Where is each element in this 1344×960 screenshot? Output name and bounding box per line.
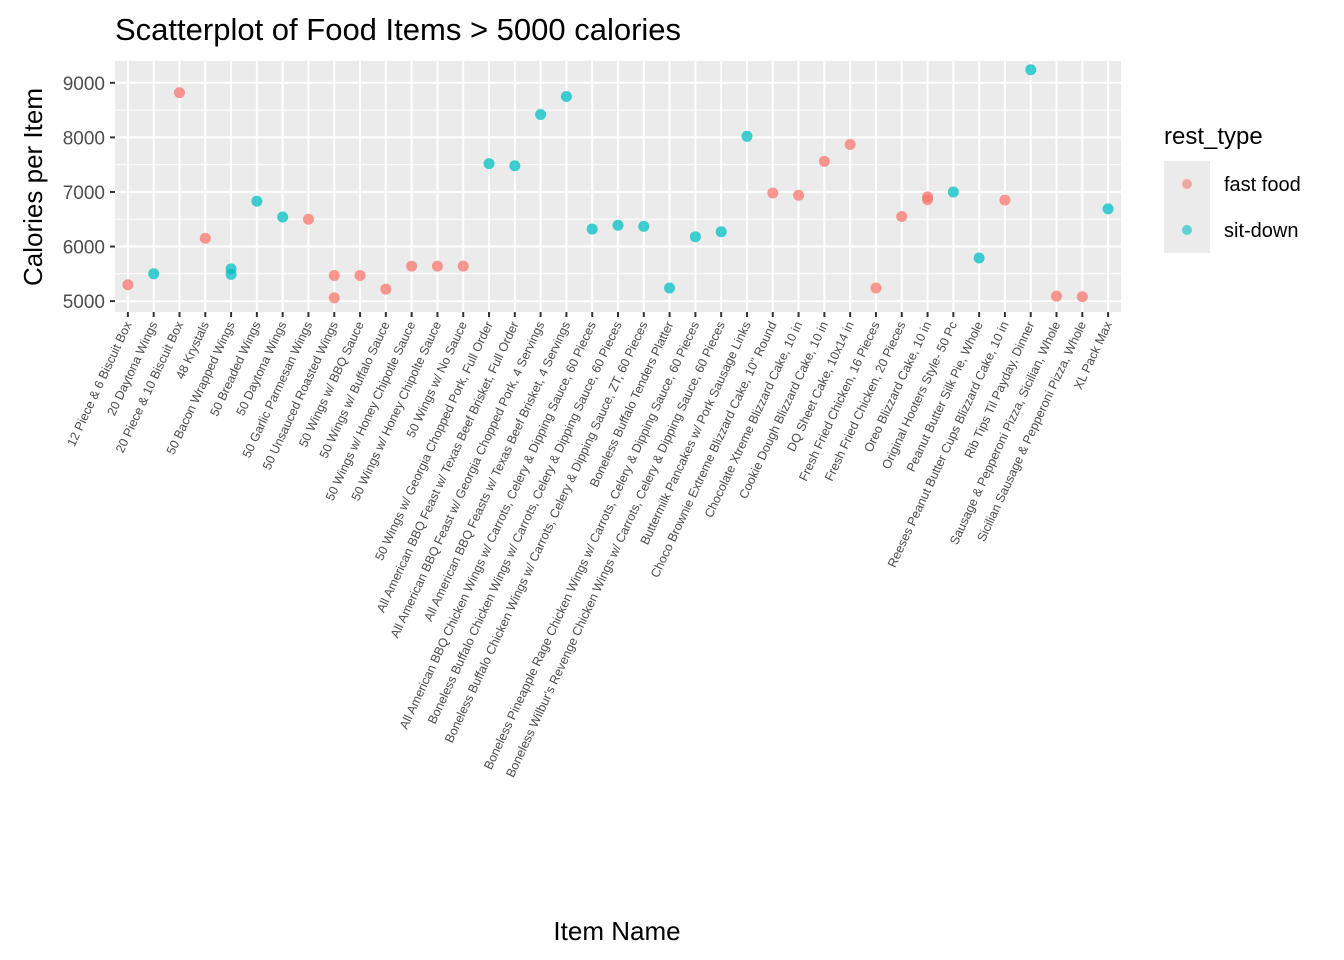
- data-point: [612, 219, 624, 231]
- data-point: [1102, 203, 1114, 215]
- y-tick-label: 5000: [63, 292, 105, 313]
- data-point: [509, 160, 521, 172]
- data-point: [560, 90, 572, 102]
- data-point: [199, 232, 211, 244]
- chart-title: Scatterplot of Food Items > 5000 calorie…: [115, 12, 681, 47]
- data-point: [225, 268, 237, 280]
- data-point: [277, 211, 289, 223]
- data-point: [999, 194, 1011, 206]
- data-point: [767, 187, 779, 199]
- y-tick-label: 8000: [63, 128, 105, 149]
- data-point: [818, 155, 830, 167]
- data-point: [328, 269, 340, 281]
- y-axis: 5000 6000 7000 8000 9000: [63, 74, 115, 313]
- data-point: [1076, 291, 1088, 303]
- legend: rest_type fast food sit-down: [1164, 123, 1301, 253]
- y-tick-label: 9000: [63, 74, 105, 95]
- data-point: [793, 189, 805, 201]
- data-point: [483, 158, 495, 170]
- data-point: [973, 252, 985, 264]
- data-point: [638, 220, 650, 232]
- data-point: [896, 211, 908, 223]
- data-point: [844, 138, 856, 150]
- data-point: [380, 283, 392, 295]
- data-point: [354, 269, 366, 281]
- data-point: [328, 292, 340, 304]
- legend-label-fast-food: fast food: [1224, 174, 1301, 196]
- data-point: [302, 213, 314, 225]
- legend-label-sit-down: sit-down: [1224, 220, 1298, 242]
- data-point: [586, 223, 598, 235]
- data-point: [715, 226, 727, 238]
- data-point: [431, 260, 443, 272]
- data-point: [922, 194, 934, 206]
- data-point: [741, 130, 753, 142]
- data-point: [1025, 64, 1037, 76]
- y-tick-label: 6000: [63, 238, 105, 259]
- data-point: [689, 231, 701, 243]
- legend-title: rest_type: [1164, 123, 1263, 150]
- data-point: [457, 260, 469, 272]
- data-point: [947, 186, 959, 198]
- data-point: [148, 268, 160, 280]
- data-points: [122, 64, 1114, 304]
- data-point: [664, 282, 676, 294]
- legend-key-fast-food: [1182, 179, 1192, 189]
- data-point: [1051, 290, 1063, 302]
- legend-key-sit-down: [1182, 225, 1192, 235]
- data-point: [122, 279, 134, 291]
- data-point: [406, 260, 418, 272]
- y-tick-label: 7000: [63, 183, 105, 204]
- y-axis-title: Calories per Item: [18, 88, 48, 286]
- data-point: [251, 195, 263, 207]
- data-point: [173, 87, 185, 99]
- data-point: [535, 108, 547, 120]
- x-axis-title: Item Name: [553, 916, 680, 946]
- data-point: [870, 282, 882, 294]
